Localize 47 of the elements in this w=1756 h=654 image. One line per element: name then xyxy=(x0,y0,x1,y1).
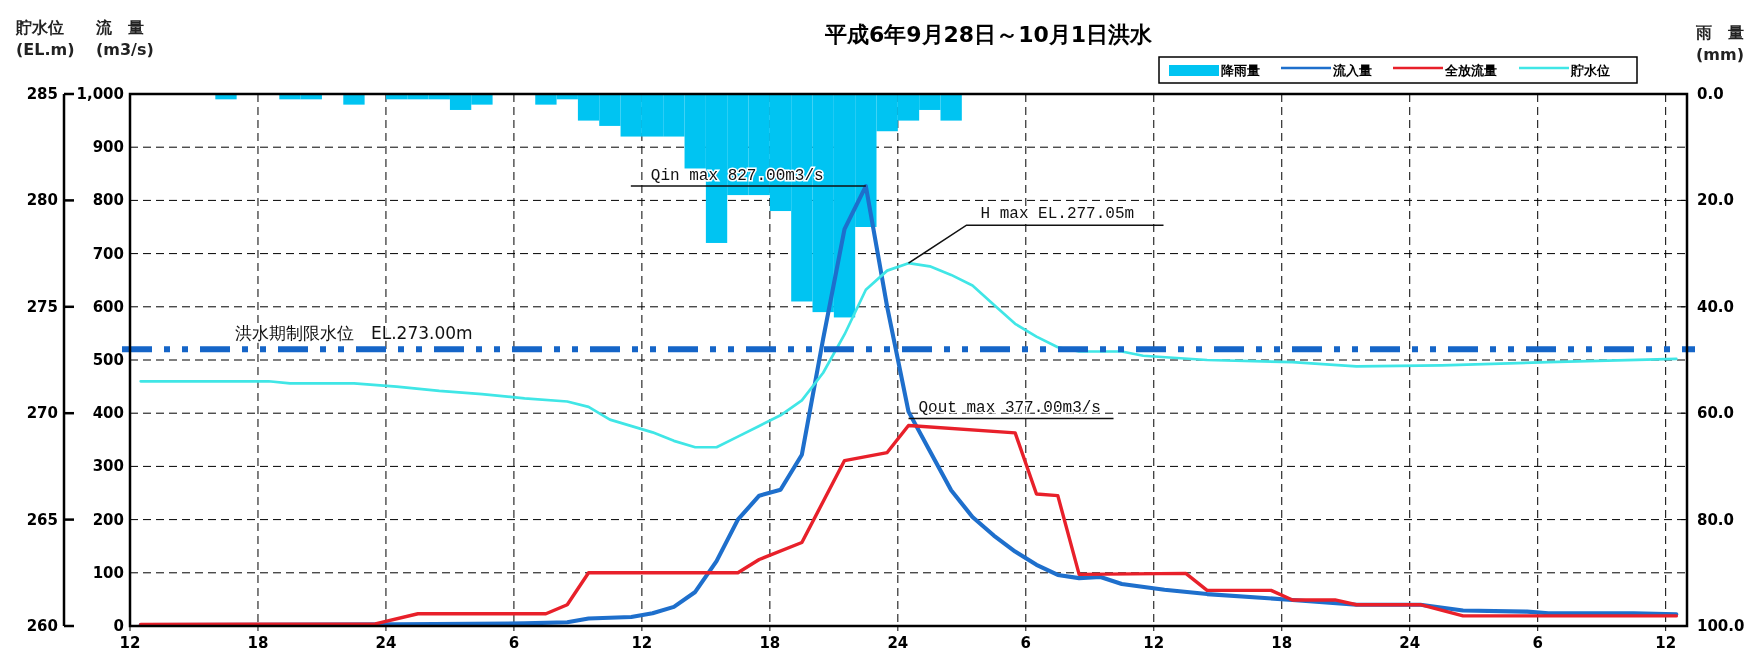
y3-tick-label: 270 xyxy=(26,404,58,423)
y-tick-label: 200 xyxy=(92,510,124,529)
x-tick-label: 24 xyxy=(887,634,909,652)
y3-tick-label: 285 xyxy=(26,85,58,103)
y2-tick-label: 80.0 xyxy=(1697,510,1735,529)
y-tick-label: 0 xyxy=(113,617,124,635)
x-tick-label: 12 xyxy=(1655,634,1677,652)
y-tick-label: 500 xyxy=(92,351,124,369)
y-tick-label: 900 xyxy=(92,138,124,157)
y2-tick-label: 0.0 xyxy=(1697,85,1724,103)
y-tick-label: 600 xyxy=(92,297,124,316)
x-tick-label: 18 xyxy=(1271,634,1293,652)
y-tick-label: 400 xyxy=(92,404,124,423)
x-tick-label: 6 xyxy=(1532,634,1543,652)
y3-tick-label: 275 xyxy=(26,297,58,316)
chart-title: 平成6年9月28日～10月1日洪水 xyxy=(823,22,1154,47)
x-tick-label: 6 xyxy=(508,634,520,652)
y2-tick-label: 60.0 xyxy=(1697,404,1735,423)
y-tick-label: 700 xyxy=(92,244,124,263)
legend-label: 貯水位 xyxy=(1570,63,1610,78)
x-tick-label: 12 xyxy=(119,634,141,652)
y-tick-label: 1,000 xyxy=(76,85,124,103)
x-tick-label: 12 xyxy=(1143,634,1165,652)
x-tick-label: 18 xyxy=(759,634,781,652)
x-tick-label: 18 xyxy=(247,634,269,652)
x-tick-label: 12 xyxy=(631,634,653,652)
annotation: Qout max 377.00m3/s xyxy=(918,399,1101,418)
annotation: H max EL.277.05m xyxy=(980,205,1135,224)
y3-tick-label: 260 xyxy=(26,617,58,635)
legend-label: 全放流量 xyxy=(1444,63,1497,78)
ref-line-label: 洪水期制限水位 EL.273.00m xyxy=(235,323,473,344)
y2-tick-label: 100.0 xyxy=(1697,617,1745,635)
y3-tick-label: 280 xyxy=(26,191,58,210)
x-tick-label: 6 xyxy=(1020,634,1032,652)
y-axis-title: 流 量 (m3/s) xyxy=(95,18,154,59)
y3-tick-label: 265 xyxy=(26,510,58,529)
y2-axis-title: 雨 量 (mm) xyxy=(1695,23,1744,64)
y-tick-label: 300 xyxy=(92,457,124,476)
x-tick-label: 24 xyxy=(375,634,397,652)
y3-axis-title: 貯水位 (EL.m) xyxy=(15,18,75,59)
x-tick-label: 24 xyxy=(1399,634,1421,652)
legend-label: 降雨量 xyxy=(1221,63,1260,78)
y-tick-label: 800 xyxy=(92,191,124,210)
y2-tick-label: 40.0 xyxy=(1697,297,1735,316)
y2-tick-label: 20.0 xyxy=(1697,191,1735,210)
legend-label: 流入量 xyxy=(1332,63,1372,78)
y-tick-label: 100 xyxy=(92,563,124,582)
